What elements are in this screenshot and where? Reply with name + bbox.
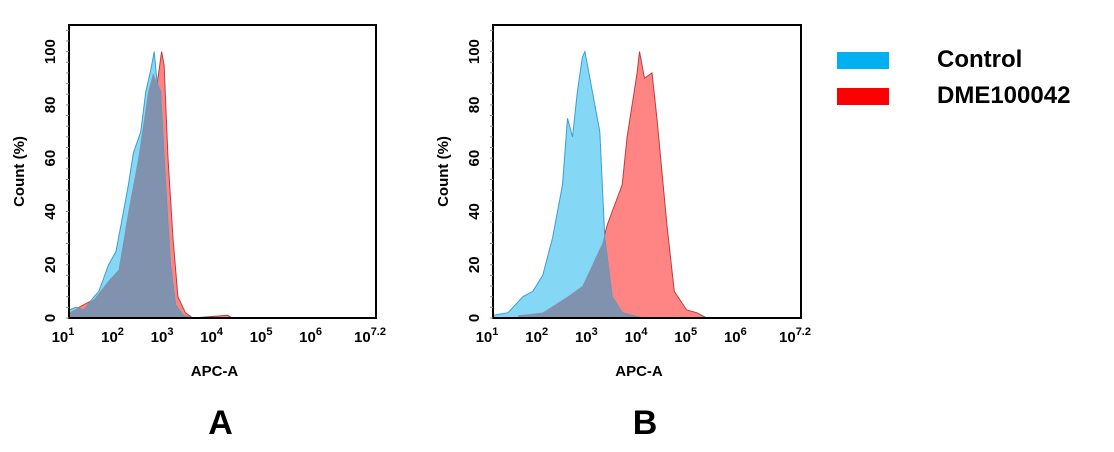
x-tick-label: 102 — [101, 326, 124, 346]
legend: Control DME100042 — [837, 46, 1070, 109]
plot-frame — [68, 24, 377, 319]
y-tick-label: 80 — [466, 97, 483, 114]
x-tick-label: 103 — [151, 326, 174, 346]
x-tick-label: 106 — [724, 326, 747, 346]
x-tick-label: 107.2 — [354, 326, 386, 346]
y-tick-label: 40 — [466, 203, 483, 220]
plot-frame — [492, 24, 802, 319]
panel-label: A — [208, 404, 233, 442]
x-tick-label: 107.2 — [779, 326, 811, 346]
series-overlap-area — [69, 73, 317, 318]
y-tick-label: 60 — [42, 150, 59, 167]
y-axis-label: Count (%) — [435, 136, 452, 207]
x-tick-label: 104 — [200, 326, 224, 346]
x-axis-label: APC-A — [615, 363, 663, 380]
y-tick-label: 40 — [42, 203, 59, 220]
x-tick-label: 101 — [476, 326, 499, 346]
legend-label: Control — [937, 46, 1022, 73]
y-tick-label: 80 — [42, 97, 59, 114]
legend-swatch — [837, 52, 889, 69]
x-tick-label: 105 — [674, 326, 697, 346]
panel-label: B — [633, 404, 658, 442]
x-tick-label: 103 — [575, 326, 598, 346]
y-axis-label: Count (%) — [11, 136, 28, 207]
chart-panel-a: 0 20 40 60 80 100 101 102 103 104 105 106 107.2 APC-A… — [11, 24, 386, 442]
y-tick-label: 100 — [466, 39, 483, 64]
y-tick-label: 100 — [42, 39, 59, 64]
y-tick-label: 20 — [466, 256, 483, 273]
x-axis-label: APC-A — [191, 363, 239, 380]
x-tick-label: 104 — [625, 326, 649, 346]
x-tick-label: 102 — [525, 326, 548, 346]
x-tick-label: 106 — [299, 326, 322, 346]
chart-panel-b: 0 20 40 60 80 100 101 102 103 104 105 106 107.2 APC-A… — [435, 24, 811, 442]
legend-swatch — [837, 88, 889, 105]
x-tick-label: 105 — [250, 326, 273, 346]
legend-label: DME100042 — [937, 82, 1070, 109]
y-tick-label: 60 — [466, 150, 483, 167]
x-tick-label: 101 — [52, 326, 75, 346]
y-tick-label: 0 — [42, 314, 59, 322]
y-tick-label: 20 — [42, 256, 59, 273]
y-tick-label: 0 — [466, 314, 483, 322]
